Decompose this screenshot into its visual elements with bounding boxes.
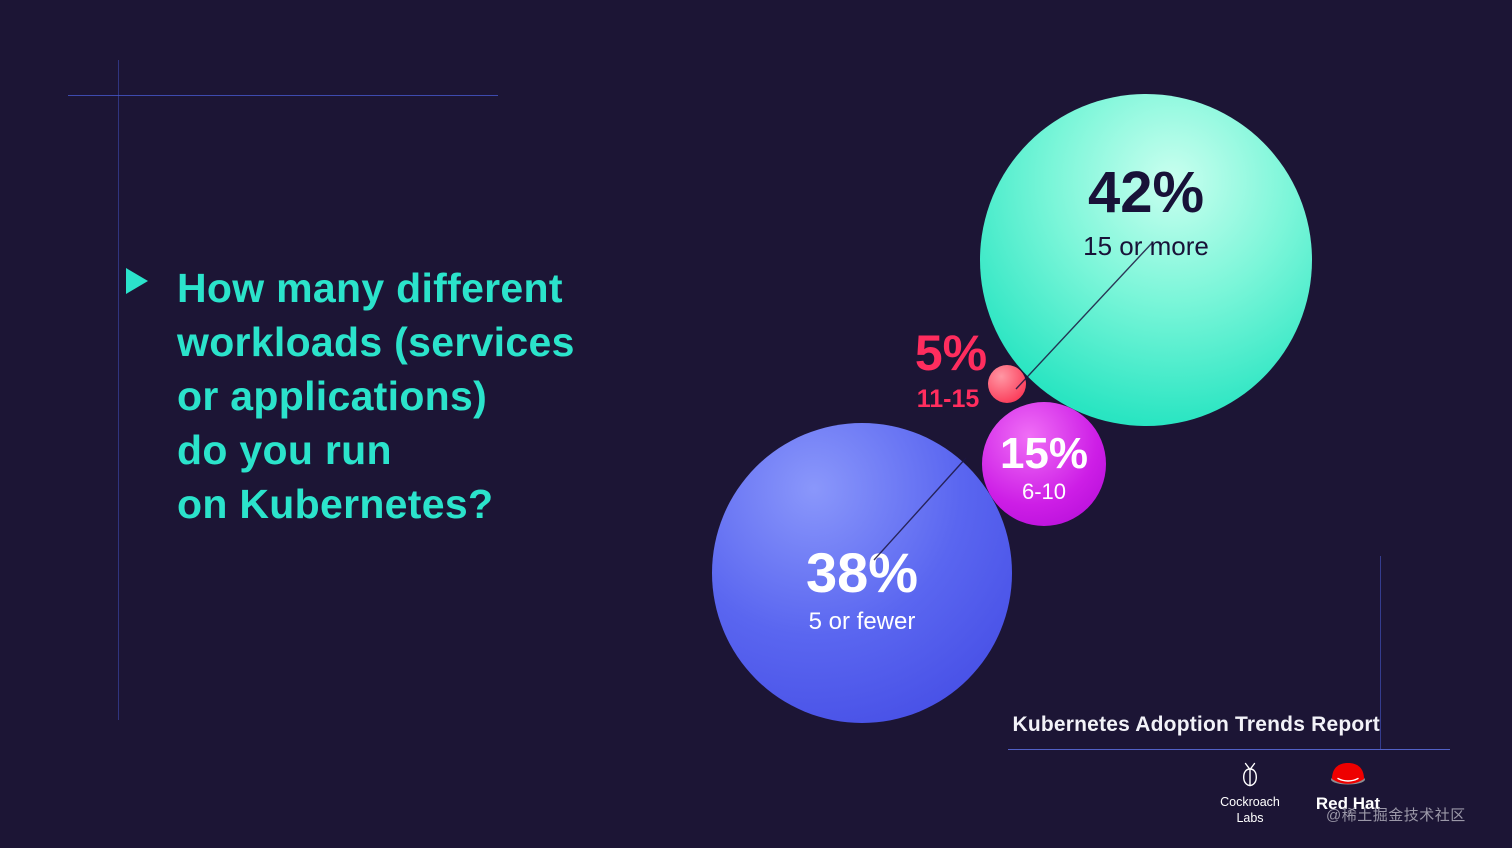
report-title: Kubernetes Adoption Trends Report: [1012, 713, 1380, 736]
bubble-value: 38%: [805, 541, 919, 604]
footer-underline: [1008, 749, 1450, 750]
decor-line-vertical-right: [1380, 556, 1381, 749]
bubble-label-11-15: 11-15: [916, 385, 980, 413]
cockroach-labs-icon: [1242, 762, 1258, 787]
redhat-logo: Red Hat: [1308, 758, 1388, 814]
bubble-6-10: 15% 6-10: [982, 402, 1106, 526]
watermark-text: @稀土掘金技术社区: [1326, 807, 1466, 824]
question-line: workloads (services: [177, 319, 575, 365]
redhat-wordmark: Red Hat: [1315, 794, 1381, 813]
bubble-label: 15 or more: [1083, 231, 1209, 261]
cockroach-labs-wordmark-line2: Labs: [1236, 811, 1264, 825]
question-line: do you run: [177, 427, 392, 473]
bubble-5-or-fewer: 38% 5 or fewer: [712, 423, 1012, 723]
bubble-label: 6-10: [1021, 479, 1067, 504]
question-line: or applications): [177, 373, 488, 419]
bubble-15-or-more: 42% 15 or more: [980, 94, 1312, 426]
question-line: How many different: [177, 265, 563, 311]
bubble-value: 15%: [999, 429, 1089, 478]
decor-line-horizontal-top: [68, 95, 498, 96]
bottom-edge: [0, 848, 1512, 851]
question-pointer-icon: [126, 268, 148, 294]
cockroach-labs-logo: Cockroach Labs: [1212, 760, 1288, 825]
question-text: How many different workloads (services o…: [177, 261, 575, 531]
question-line: on Kubernetes?: [177, 481, 494, 527]
bubble-label: 5 or fewer: [808, 608, 916, 635]
cockroach-labs-wordmark-line1: Cockroach: [1220, 795, 1280, 809]
redhat-fedora-icon: [1331, 763, 1365, 785]
bubble-value: 42%: [1087, 160, 1205, 225]
decor-line-vertical-left: [118, 60, 119, 720]
bubble-value-11-15: 5%: [914, 325, 988, 381]
